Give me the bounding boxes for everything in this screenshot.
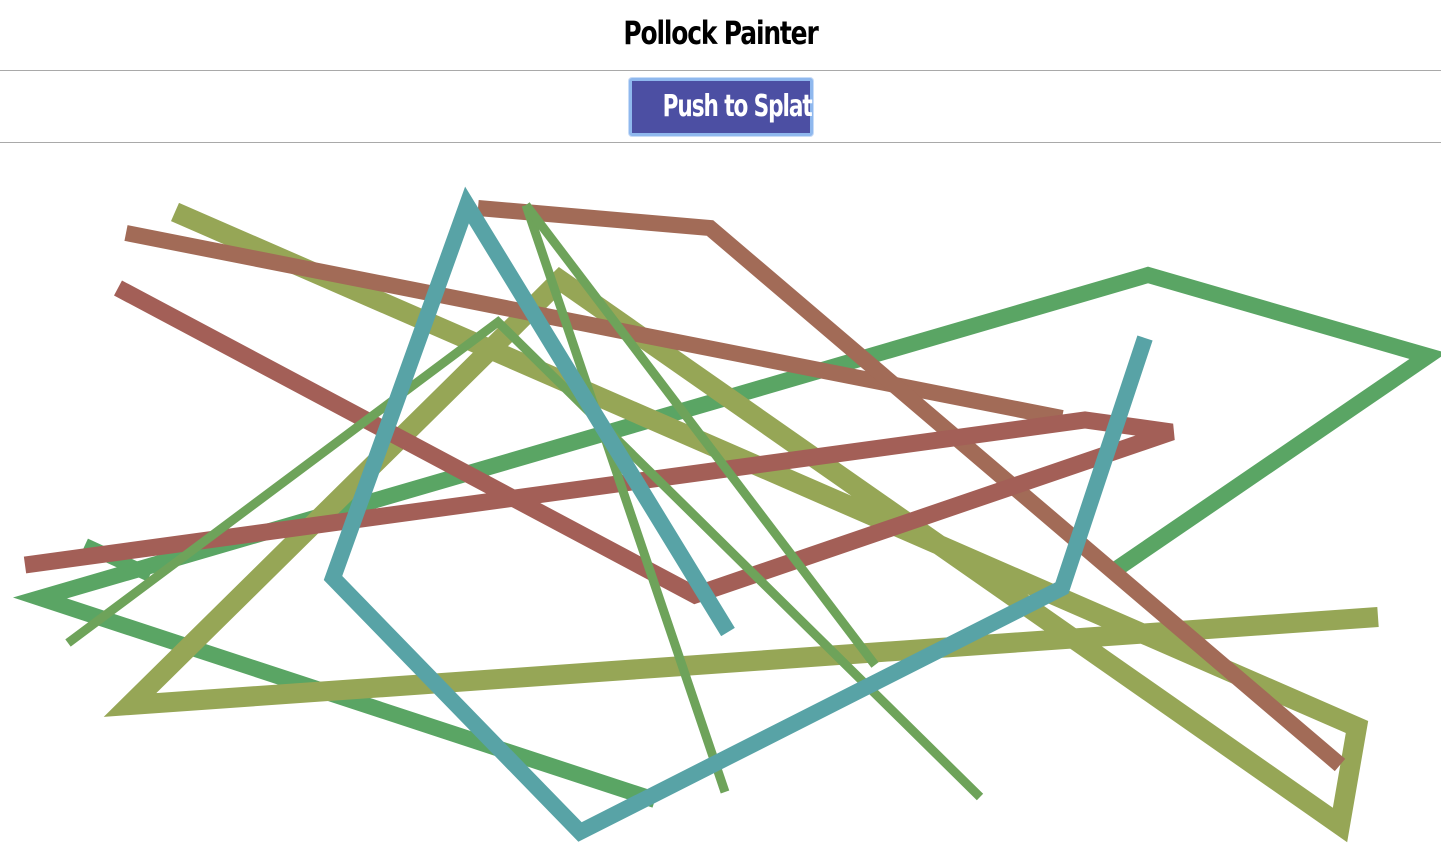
paint-stroke-thin-green-c xyxy=(522,202,879,668)
paint-stroke-teal xyxy=(323,186,1153,842)
paint-stroke-thin-green-a xyxy=(521,203,730,794)
page-title: Pollock Painter xyxy=(623,14,818,52)
paint-stroke-red xyxy=(23,280,1175,605)
splat-drawing xyxy=(12,186,1441,843)
paint-stroke-brown-zigzag xyxy=(477,200,1346,772)
title-bar: Pollock Painter xyxy=(0,0,1441,71)
paint-stroke-thin-green-b xyxy=(65,316,984,801)
paint-stroke-olive-main xyxy=(103,202,1379,843)
splat-button[interactable]: Push to Splat! xyxy=(628,77,821,136)
paint-canvas[interactable] xyxy=(0,144,1441,857)
paint-stroke-green-loop xyxy=(12,266,1441,808)
splat-button-label: Push to Splat! xyxy=(662,89,821,124)
button-bar: Push to Splat! xyxy=(0,71,1441,143)
